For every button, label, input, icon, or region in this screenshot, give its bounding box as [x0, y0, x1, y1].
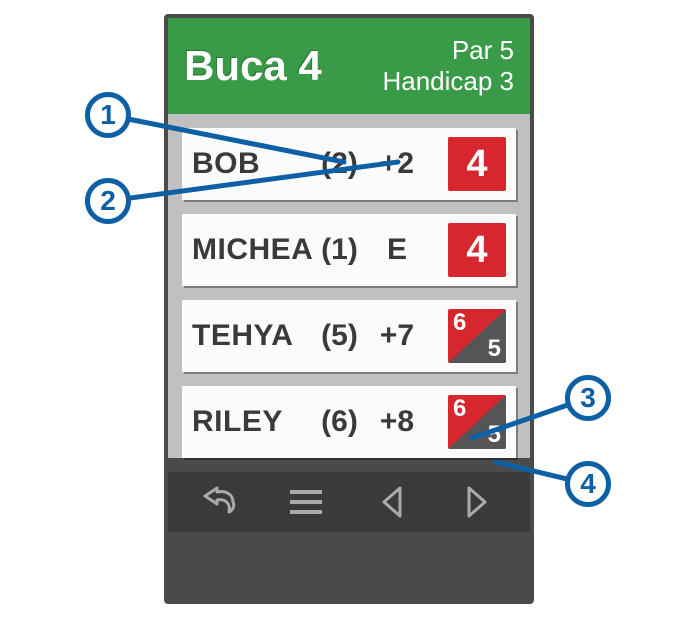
score-net: 5: [488, 421, 501, 449]
menu-icon[interactable]: [286, 482, 326, 522]
hole-header: Buca 4 Par 5 Handicap 3: [168, 18, 530, 114]
player-score[interactable]: 4: [448, 223, 506, 277]
handicap-label: Handicap 3: [382, 66, 514, 97]
back-icon[interactable]: [201, 482, 241, 522]
player-to-par: +8: [367, 405, 427, 439]
player-handicap: (1): [312, 233, 367, 267]
player-row[interactable]: RILEY(6)+8 65: [182, 386, 516, 458]
score-gross: 6: [453, 309, 466, 337]
player-to-par: +2: [367, 147, 427, 181]
callout-marker: 4: [565, 461, 611, 507]
device-screen: Buca 4 Par 5 Handicap 3 BOB(2)+24MICHEA(…: [164, 14, 534, 604]
score-value: 4: [466, 143, 487, 186]
player-score[interactable]: 65: [448, 309, 506, 363]
score-gross: 6: [453, 395, 466, 423]
player-score[interactable]: 65: [448, 395, 506, 449]
prev-icon[interactable]: [372, 482, 412, 522]
player-name: TEHYA: [192, 319, 312, 353]
player-name: MICHEA: [192, 233, 312, 267]
player-row[interactable]: MICHEA(1)E 4: [182, 214, 516, 286]
par-label: Par 5: [382, 35, 514, 66]
nav-bar: [168, 472, 530, 532]
callout-marker: 1: [85, 92, 131, 138]
player-handicap: (2): [312, 147, 367, 181]
hole-title: Buca 4: [184, 42, 322, 90]
score-value: 4: [466, 229, 487, 272]
player-handicap: (6): [312, 405, 367, 439]
hole-info: Par 5 Handicap 3: [382, 35, 514, 97]
player-to-par: +7: [367, 319, 427, 353]
player-row[interactable]: TEHYA(5)+7 65: [182, 300, 516, 372]
callout-marker: 2: [85, 178, 131, 224]
next-icon[interactable]: [457, 482, 497, 522]
player-to-par: E: [367, 233, 427, 267]
player-row[interactable]: BOB(2)+2 4: [182, 128, 516, 200]
player-score[interactable]: 4: [448, 137, 506, 191]
player-name: RILEY: [192, 405, 312, 439]
score-net: 5: [488, 335, 501, 363]
callout-marker: 3: [565, 375, 611, 421]
player-name: BOB: [192, 147, 312, 181]
player-handicap: (5): [312, 319, 367, 353]
player-list: BOB(2)+24MICHEA(1)E4TEHYA(5)+765RILEY(6)…: [168, 114, 530, 458]
